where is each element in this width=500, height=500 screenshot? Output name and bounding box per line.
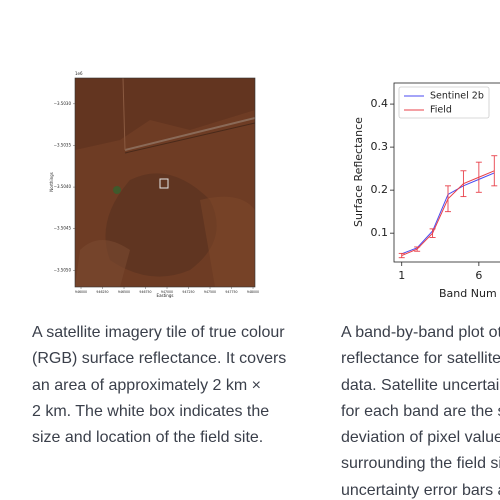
- y-tick-label: 0.1: [371, 226, 389, 239]
- y-tick-label: 0.2: [371, 183, 389, 196]
- y-tick-label: −3.5035: [54, 142, 72, 147]
- plot-area: [398, 155, 498, 259]
- x-tick-label: 946750: [139, 290, 151, 294]
- legend-label: Field: [430, 105, 452, 116]
- error-bar: [460, 170, 467, 198]
- x-tick-label: 946500: [118, 290, 130, 294]
- x-tick-label: 947000: [161, 290, 173, 294]
- x-tick-label: 947750: [225, 290, 237, 294]
- caption-line: reflectance for satellite: [341, 350, 500, 368]
- caption-line: uncertainty error bars a: [341, 481, 500, 499]
- caption-left: A satellite imagery tile of true colour (…: [32, 320, 302, 451]
- satellite-image: [75, 78, 255, 287]
- x-axis-label: Band Num: [439, 287, 497, 300]
- error-bar: [445, 185, 451, 213]
- caption-line: for each band are the s: [341, 402, 500, 420]
- y-axis-label: Northings: [49, 172, 54, 191]
- y-tick-label: −3.5040: [54, 184, 72, 189]
- legend-label: Sentinel 2b: [430, 91, 484, 102]
- x-axis-label: Eastings: [157, 293, 174, 298]
- caption-line: surrounding the field si: [341, 455, 500, 473]
- error-bar: [429, 228, 436, 238]
- offset-label: 1e6: [75, 71, 83, 76]
- caption-line: (RGB) surface reflectance. It covers: [32, 350, 287, 368]
- series-line: [401, 172, 495, 255]
- caption-line: data. Satellite uncertai: [341, 376, 500, 394]
- y-tick-label: −3.5045: [54, 226, 72, 231]
- caption-right: A band-by-band plot ot reflectance for sa…: [341, 320, 500, 500]
- y-tick-label: 0.3: [371, 140, 389, 153]
- error-bar: [414, 246, 421, 252]
- figures: 1e6 Eastings Northings Surface Reflectan…: [49, 71, 500, 300]
- y-axis-label: Surface Reflectance: [352, 117, 365, 227]
- caption-line: A satellite imagery tile of true colour: [32, 324, 285, 341]
- caption-line: size and location of the field site.: [32, 429, 264, 447]
- caption-line: 2 km. The white box indicates the: [32, 402, 270, 420]
- y-tick-label: −3.5030: [54, 101, 72, 106]
- x-tick-label: 946000: [75, 290, 87, 294]
- caption-line: A band-by-band plot ot: [341, 324, 500, 341]
- x-tick-label: 947500: [204, 290, 216, 294]
- y-tick-label: 0.4: [371, 97, 389, 110]
- caption-line: an area of approximately 2 km ×: [32, 376, 262, 394]
- error-bar: [398, 252, 405, 259]
- x-tick-label: 1: [398, 269, 405, 282]
- error-bar: [475, 161, 482, 193]
- y-tick-label: −3.5050: [54, 267, 72, 272]
- x-tick-label: 948000: [247, 290, 259, 294]
- series-line: [401, 170, 495, 257]
- x-tick-label: 947250: [182, 290, 194, 294]
- error-bar: [491, 155, 498, 187]
- x-tick-label: 946250: [96, 290, 108, 294]
- x-tick-label: 6: [475, 269, 482, 282]
- caption-line: deviation of pixel value: [341, 429, 500, 447]
